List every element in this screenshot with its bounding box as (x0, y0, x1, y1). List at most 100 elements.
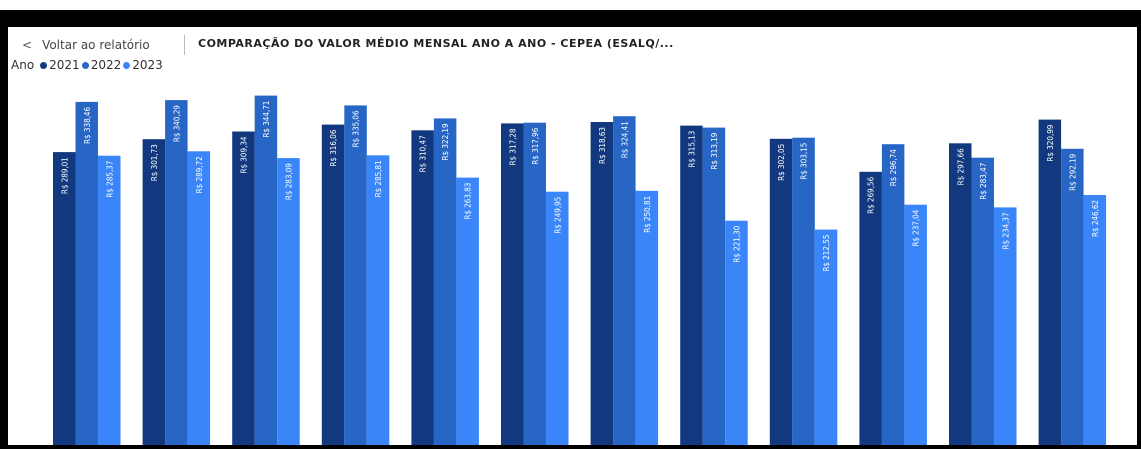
bar-2023-1[interactable] (98, 155, 121, 445)
bar-2022-10[interactable] (881, 144, 905, 445)
bar-2023-5[interactable] (456, 177, 479, 445)
chart-title: COMPARAÇÃO DO VALOR MÉDIO MENSAL ANO A A… (198, 37, 674, 50)
data-label-2022-11: R$ 283,47 (979, 163, 988, 200)
bar-2023-11[interactable] (994, 207, 1017, 445)
bar-2022-6[interactable] (523, 122, 547, 445)
legend-title: Ano (11, 58, 35, 72)
bar-2023-2[interactable] (187, 151, 211, 446)
legend-item-2021[interactable]: 2021 (40, 58, 80, 72)
bar-2021-1[interactable] (53, 152, 76, 445)
bar-group-4: R$ 316,06 R$ 335,06 R$ 285,81 (321, 105, 390, 446)
data-label-2023-6: R$ 249,95 (553, 197, 562, 234)
legend-label-2023: 2023 (132, 58, 163, 72)
bar-2021-9[interactable] (769, 138, 793, 446)
bar-group-11: R$ 297,66 R$ 283,47 R$ 234,37 (949, 143, 1017, 446)
bar-2022-9[interactable] (792, 137, 815, 445)
bar-group-12: R$ 320,99 R$ 292,19 R$ 246,62 (1038, 119, 1107, 446)
data-label-2022-6: R$ 317,96 (531, 127, 540, 164)
bar-2023-3[interactable] (277, 158, 300, 445)
data-label-2023-5: R$ 263,83 (464, 183, 473, 220)
data-label-2022-7: R$ 324,41 (620, 121, 629, 158)
bar-group-6: R$ 317,28 R$ 317,96 R$ 249,95 (501, 122, 569, 446)
legend: Ano 2021 2022 2023 (11, 57, 165, 73)
data-label-2022-10: R$ 296,74 (889, 149, 898, 186)
bar-2022-12[interactable] (1061, 148, 1084, 446)
bar-2022-8[interactable] (702, 127, 726, 445)
bar-2022-11[interactable] (971, 157, 995, 445)
data-label-2021-11: R$ 297,66 (956, 148, 965, 185)
bar-2023-6[interactable] (546, 191, 569, 445)
data-label-2022-5: R$ 322,19 (441, 123, 450, 160)
bar-group-8: R$ 315,13 R$ 313,19 R$ 221,30 (680, 125, 748, 445)
data-label-2023-1: R$ 285,37 (105, 161, 114, 198)
bar-2021-6[interactable] (501, 123, 524, 446)
legend-label-2022: 2022 (90, 58, 122, 72)
bar-2023-9[interactable] (814, 229, 838, 445)
data-label-2021-5: R$ 310,47 (419, 135, 428, 172)
data-label-2022-1: R$ 338,46 (83, 106, 92, 143)
bar-2021-4[interactable] (321, 124, 345, 445)
data-label-2022-4: R$ 335,06 (352, 110, 361, 147)
bar-group-1: R$ 289,01 R$ 338,46 R$ 285,37 (53, 101, 121, 446)
data-label-2021-6: R$ 317,28 (508, 128, 517, 165)
data-label-2021-8: R$ 315,13 (687, 131, 696, 168)
bar-2023-8[interactable] (725, 220, 748, 445)
data-label-2023-7: R$ 250,81 (643, 196, 652, 233)
data-label-2023-12: R$ 246,62 (1091, 200, 1100, 237)
data-label-2022-8: R$ 313,19 (710, 132, 719, 169)
bar-2021-8[interactable] (680, 125, 703, 445)
data-label-2021-4: R$ 316,06 (329, 129, 338, 166)
data-label-2022-2: R$ 340,29 (172, 105, 181, 142)
bar-2022-3[interactable] (254, 95, 278, 445)
bar-2021-10[interactable] (859, 171, 882, 446)
data-label-2023-3: R$ 283,09 (284, 163, 293, 200)
bar-2021-2[interactable] (142, 139, 166, 445)
chevron-left-icon: < (22, 38, 33, 52)
bar-group-9: R$ 302,05 R$ 303,15 R$ 212,55 (769, 137, 838, 446)
data-label-2021-10: R$ 269,56 (867, 176, 876, 213)
bar-2021-7[interactable] (590, 122, 614, 445)
bar-2022-7[interactable] (613, 116, 636, 445)
data-label-2023-11: R$ 234,37 (1001, 212, 1010, 249)
bar-2021-12[interactable] (1038, 119, 1062, 445)
back-to-report-button[interactable]: < Voltar ao relatório (22, 36, 150, 54)
data-label-2022-3: R$ 344,71 (262, 101, 271, 138)
data-label-2021-3: R$ 309,34 (239, 136, 248, 173)
data-label-2023-2: R$ 289,72 (195, 156, 204, 193)
data-label-2023-4: R$ 285,81 (374, 160, 383, 197)
bar-2022-5[interactable] (433, 118, 457, 446)
data-label-2021-12: R$ 320,99 (1046, 124, 1055, 161)
bar-2021-11[interactable] (949, 143, 972, 446)
header-divider (184, 35, 185, 55)
data-label-2021-9: R$ 302,05 (777, 144, 786, 181)
data-label-2021-2: R$ 301,73 (150, 144, 159, 181)
legend-dot-2022 (81, 61, 89, 69)
bar-2023-12[interactable] (1083, 195, 1107, 445)
back-label: Voltar ao relatório (42, 38, 150, 52)
bar-2022-1[interactable] (75, 101, 99, 446)
data-label-2023-8: R$ 221,30 (732, 225, 741, 262)
bar-group-10: R$ 269,56 R$ 296,74 R$ 237,04 (859, 144, 927, 446)
bar-2022-4[interactable] (344, 105, 367, 446)
data-label-2022-12: R$ 292,19 (1068, 153, 1077, 190)
data-label-2023-10: R$ 237,04 (912, 209, 921, 246)
bar-2023-4[interactable] (366, 155, 390, 446)
bar-group-3: R$ 309,34 R$ 344,71 R$ 283,09 (232, 95, 300, 446)
legend-item-2022[interactable]: 2022 (81, 58, 122, 72)
data-label-2021-1: R$ 289,01 (60, 157, 69, 194)
data-label-2022-9: R$ 303,15 (800, 143, 809, 180)
bar-group-7: R$ 318,63 R$ 324,41 R$ 250,81 (590, 116, 659, 445)
bar-2023-7[interactable] (635, 190, 659, 445)
bar-2022-2[interactable] (165, 100, 188, 445)
bar-group-2: R$ 301,73 R$ 340,29 R$ 289,72 (142, 100, 211, 446)
legend-label-2021: 2021 (49, 58, 80, 72)
bar-2021-3[interactable] (232, 131, 255, 446)
bar-2021-5[interactable] (411, 130, 434, 446)
data-label-2021-7: R$ 318,63 (598, 127, 607, 164)
legend-dot-2023 (123, 61, 131, 69)
bar-2023-10[interactable] (904, 204, 927, 445)
legend-item-2023[interactable]: 2023 (123, 58, 163, 72)
data-label-2023-9: R$ 212,55 (822, 235, 831, 272)
